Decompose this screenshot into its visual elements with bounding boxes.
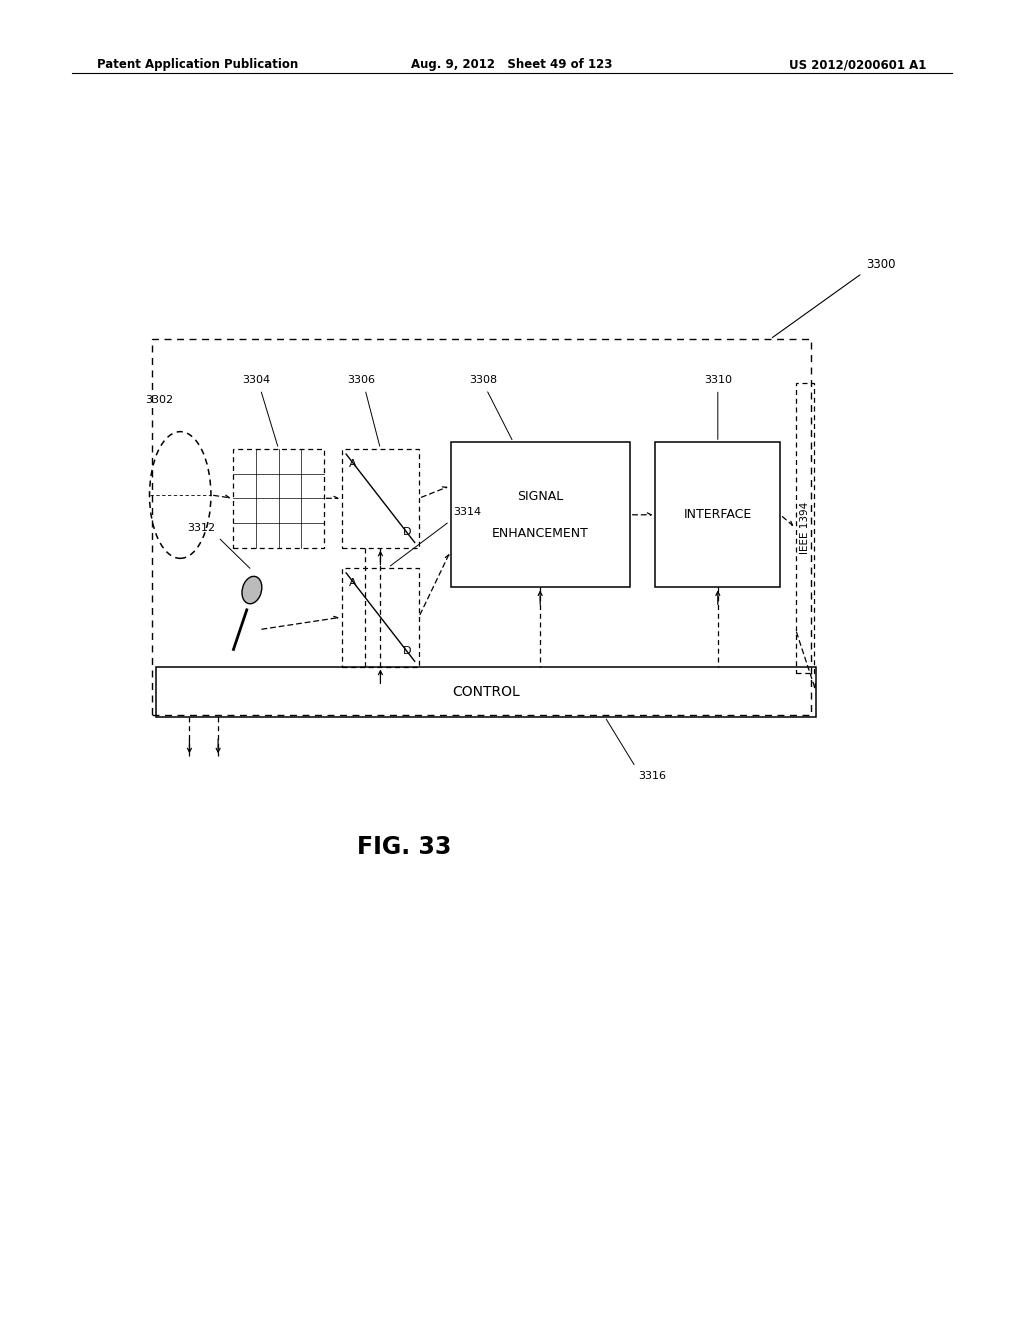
Text: US 2012/0200601 A1: US 2012/0200601 A1 [790,58,927,71]
Text: A: A [349,578,356,589]
Text: 3304: 3304 [242,375,270,385]
Text: INTERFACE: INTERFACE [684,508,752,521]
Text: 3316: 3316 [639,771,667,781]
Text: 3312: 3312 [187,523,215,533]
Text: Patent Application Publication: Patent Application Publication [97,58,299,71]
Text: CONTROL: CONTROL [452,685,520,698]
Text: A: A [349,459,356,470]
Text: 3314: 3314 [454,507,481,517]
Text: ENHANCEMENT: ENHANCEMENT [492,527,589,540]
Ellipse shape [242,577,262,603]
Text: Aug. 9, 2012   Sheet 49 of 123: Aug. 9, 2012 Sheet 49 of 123 [412,58,612,71]
Text: D: D [403,527,412,537]
Text: SIGNAL: SIGNAL [517,490,563,503]
Text: FIG. 33: FIG. 33 [357,836,452,859]
Text: 3302: 3302 [145,395,174,405]
Text: D: D [403,645,412,656]
Text: 3310: 3310 [703,375,732,385]
Text: 3300: 3300 [866,257,896,271]
Text: 3306: 3306 [347,375,375,385]
Text: 3308: 3308 [469,375,497,385]
Text: IEEE 1394: IEEE 1394 [800,502,810,554]
